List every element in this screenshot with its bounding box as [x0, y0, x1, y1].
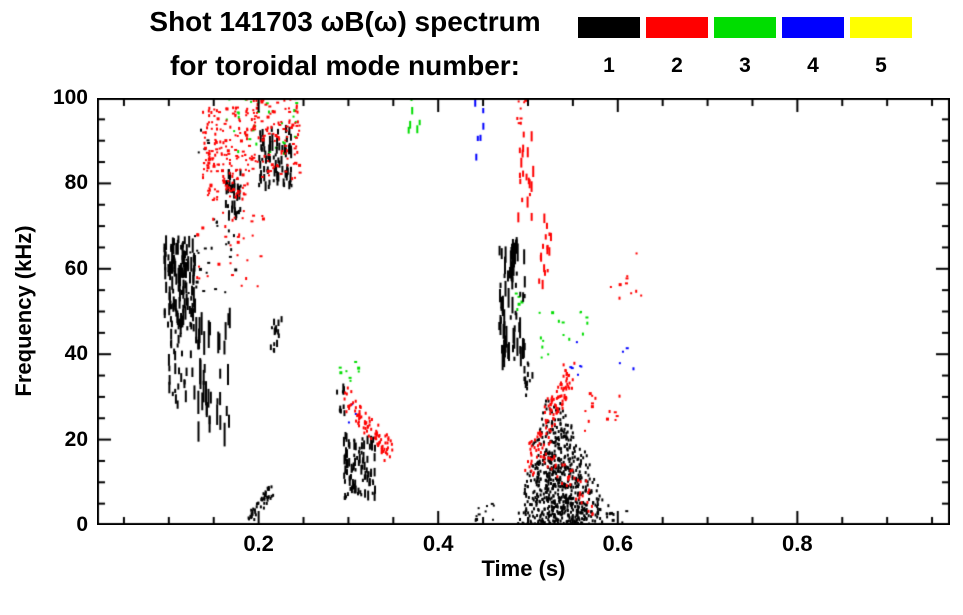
y-axis-label: Frequency (kHz) [11, 225, 36, 397]
legend-number-n2: 2 [671, 54, 683, 77]
x-axis-label: Time (s) [481, 556, 566, 581]
y-tick-label-80: 80 [64, 171, 88, 195]
y-tick-label-0: 0 [76, 513, 88, 536]
legend-number-n1: 1 [603, 54, 615, 77]
legend-swatch-n1 [578, 17, 640, 38]
legend-numbers: 1 2 3 4 5 [578, 54, 912, 78]
y-tick-label-20: 20 [64, 427, 88, 451]
legend-swatch-n5 [850, 17, 912, 38]
x-tick-label-0.4: 0.4 [422, 531, 454, 556]
x-tick-label-0.8: 0.8 [782, 531, 813, 556]
legend-number-n5: 5 [875, 54, 887, 77]
plot-area [97, 98, 950, 525]
legend-swatch-n4 [782, 17, 844, 38]
legend-number-n4: 4 [807, 54, 819, 77]
legend-swatch-n3 [714, 17, 776, 38]
spectrogram-canvas [97, 98, 950, 525]
chart-title-line1: Shot 141703 ωB(ω) spectrum [149, 6, 541, 37]
y-tick-label-60: 60 [64, 256, 88, 280]
legend-number-n3: 3 [739, 54, 751, 77]
chart-title-line2: for toroidal mode number: [170, 50, 520, 81]
y-tick-label-100: 100 [52, 86, 88, 109]
x-tick-label-0.6: 0.6 [602, 531, 634, 556]
legend-swatch-n2 [646, 17, 708, 38]
y-tick-label-40: 40 [64, 342, 88, 366]
legend-swatches [578, 17, 912, 38]
x-tick-label-0.2: 0.2 [243, 531, 274, 556]
